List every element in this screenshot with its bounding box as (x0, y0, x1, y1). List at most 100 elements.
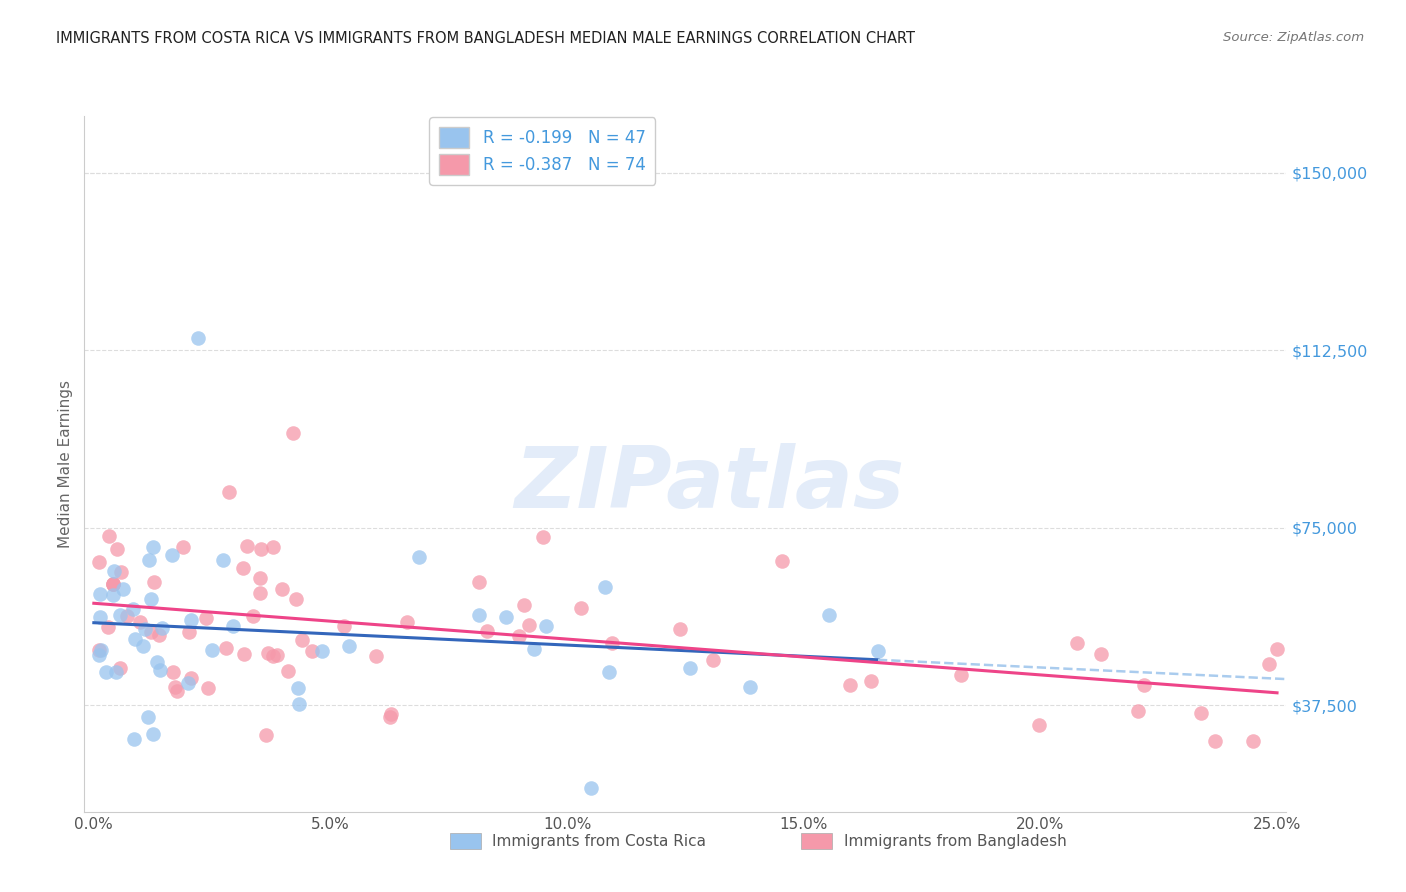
Point (1066, 636, 1088, 650)
Point (477, 624, 499, 638)
Point (770, 554, 793, 568)
Point (148, 628, 170, 642)
Point (242, 609, 264, 624)
Point (1126, 704, 1149, 718)
Point (669, 622, 692, 636)
Point (593, 580, 616, 594)
Point (142, 727, 165, 741)
Point (271, 582, 294, 597)
Point (1258, 657, 1281, 672)
Point (534, 618, 557, 632)
Point (103, 564, 125, 578)
Point (1028, 718, 1050, 732)
Point (598, 665, 620, 679)
Point (277, 664, 299, 678)
Point (249, 586, 271, 600)
Point (495, 610, 517, 624)
Point (87, 643, 110, 657)
Point (257, 646, 280, 660)
Point (249, 571, 271, 585)
Point (142, 540, 165, 554)
Point (101, 576, 124, 591)
Point (197, 681, 219, 695)
Point (90, 643, 112, 657)
Point (523, 642, 546, 657)
Point (1133, 678, 1156, 692)
Point (291, 633, 314, 648)
Point (301, 644, 323, 658)
Point (702, 653, 724, 667)
Point (285, 592, 308, 607)
Legend: R = -0.199   N = 47, R = -0.387   N = 74: R = -0.199 N = 47, R = -0.387 N = 74 (429, 118, 655, 185)
Point (143, 574, 166, 589)
Point (839, 678, 862, 692)
Point (139, 625, 162, 640)
Point (579, 780, 602, 795)
Point (1090, 647, 1112, 661)
Point (187, 331, 209, 345)
Point (262, 540, 284, 554)
Point (105, 542, 128, 557)
Point (166, 684, 188, 698)
Point (380, 706, 402, 721)
Point (115, 608, 138, 623)
Point (101, 576, 124, 591)
Point (950, 668, 973, 682)
Y-axis label: Median Male Earnings: Median Male Earnings (58, 380, 73, 548)
Point (1189, 706, 1212, 720)
Point (859, 674, 882, 689)
Point (467, 574, 489, 589)
Point (179, 625, 201, 640)
Point (136, 710, 159, 724)
Point (201, 643, 224, 657)
Point (128, 615, 150, 629)
Point (569, 601, 592, 615)
Point (149, 663, 172, 677)
Point (146, 655, 169, 669)
Point (468, 607, 491, 622)
Point (141, 591, 163, 606)
Point (262, 648, 284, 663)
Point (232, 561, 254, 575)
Point (533, 530, 555, 544)
Point (101, 576, 124, 591)
Point (103, 588, 125, 602)
Point (110, 661, 132, 675)
Point (134, 622, 156, 636)
Point (1204, 733, 1226, 747)
Point (150, 621, 173, 635)
Point (138, 553, 160, 567)
Point (679, 661, 702, 675)
Point (337, 639, 360, 653)
Point (97, 529, 120, 543)
Point (281, 426, 304, 441)
Point (162, 665, 184, 680)
Point (218, 485, 240, 500)
Point (110, 607, 132, 622)
Point (249, 542, 271, 557)
Point (408, 550, 430, 565)
Point (160, 548, 183, 562)
Point (105, 665, 128, 679)
Point (122, 732, 145, 747)
Point (287, 681, 309, 695)
Point (87, 648, 110, 662)
Point (111, 582, 134, 597)
Point (287, 697, 309, 711)
Point (172, 540, 194, 554)
Point (87, 555, 110, 569)
Point (1265, 642, 1288, 657)
Point (508, 629, 530, 643)
Point (94, 665, 117, 680)
Point (221, 619, 243, 633)
Point (97, 620, 120, 634)
Text: IMMIGRANTS FROM COSTA RICA VS IMMIGRANTS FROM BANGLADESH MEDIAN MALE EARNINGS CO: IMMIGRANTS FROM COSTA RICA VS IMMIGRANTS… (56, 31, 915, 46)
Text: ZIPatlas: ZIPatlas (515, 443, 904, 526)
Point (110, 565, 132, 579)
Point (817, 607, 839, 622)
Point (121, 602, 143, 616)
Point (211, 553, 233, 567)
Point (180, 613, 202, 627)
Point (233, 647, 256, 661)
Point (132, 640, 155, 654)
